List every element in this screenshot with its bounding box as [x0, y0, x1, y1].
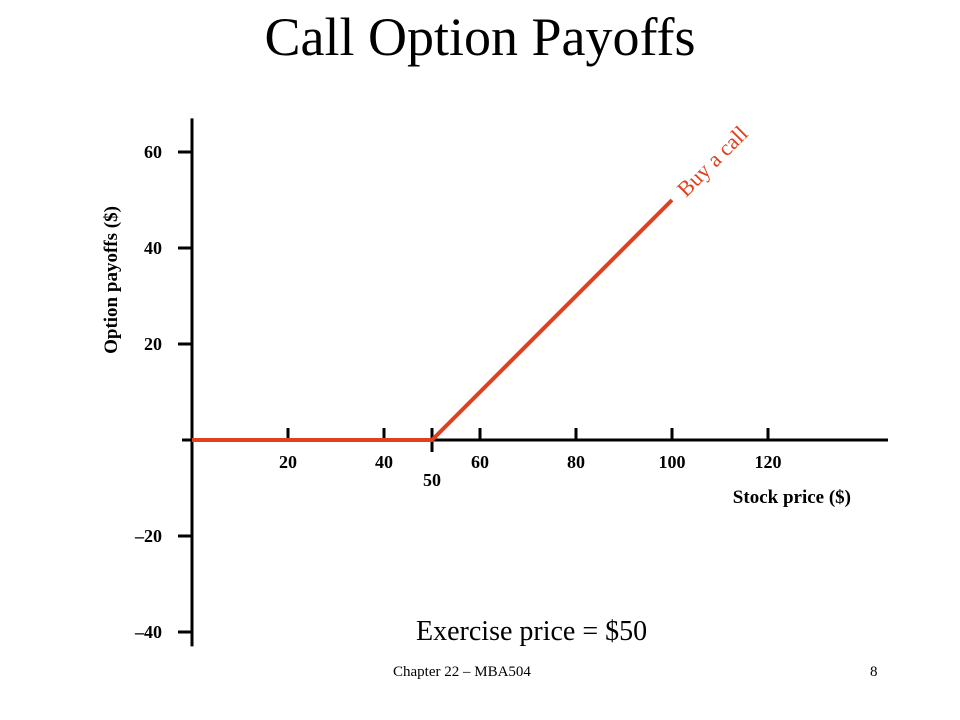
- series-label-0: Buy a call: [672, 121, 753, 202]
- x-axis-label: Stock price ($): [733, 487, 851, 508]
- y-tick-label-3: 40: [144, 238, 162, 258]
- chart-series: Buy a call: [192, 121, 753, 442]
- x-tick-label-3: 60: [471, 452, 489, 472]
- y-tick-label-4: 60: [144, 142, 162, 162]
- chart-ticks: –40 –20 20 40 60 20 40 50 60 80 100 120: [134, 142, 782, 642]
- y-axis-label: Option payoffs ($): [101, 206, 122, 354]
- x-tick-label-6: 120: [755, 452, 782, 472]
- x-tick-label-1: 40: [375, 452, 393, 472]
- x-tick-label-0: 20: [279, 452, 297, 472]
- footer-page-number: 8: [870, 664, 878, 680]
- y-tick-label-0: –40: [134, 622, 162, 642]
- x-tick-label-4: 80: [567, 452, 585, 472]
- x-tick-label-2: 50: [423, 470, 441, 490]
- x-tick-label-5: 100: [659, 452, 686, 472]
- chart-axes: [182, 118, 888, 647]
- y-tick-label-1: –20: [134, 526, 162, 546]
- series-line-0: [192, 198, 674, 442]
- exercise-price-annotation: Exercise price = $50: [416, 616, 648, 647]
- y-tick-label-2: 20: [144, 334, 162, 354]
- footer-chapter: Chapter 22 – MBA504: [393, 664, 531, 680]
- slide-title: Call Option Payoffs: [264, 7, 696, 67]
